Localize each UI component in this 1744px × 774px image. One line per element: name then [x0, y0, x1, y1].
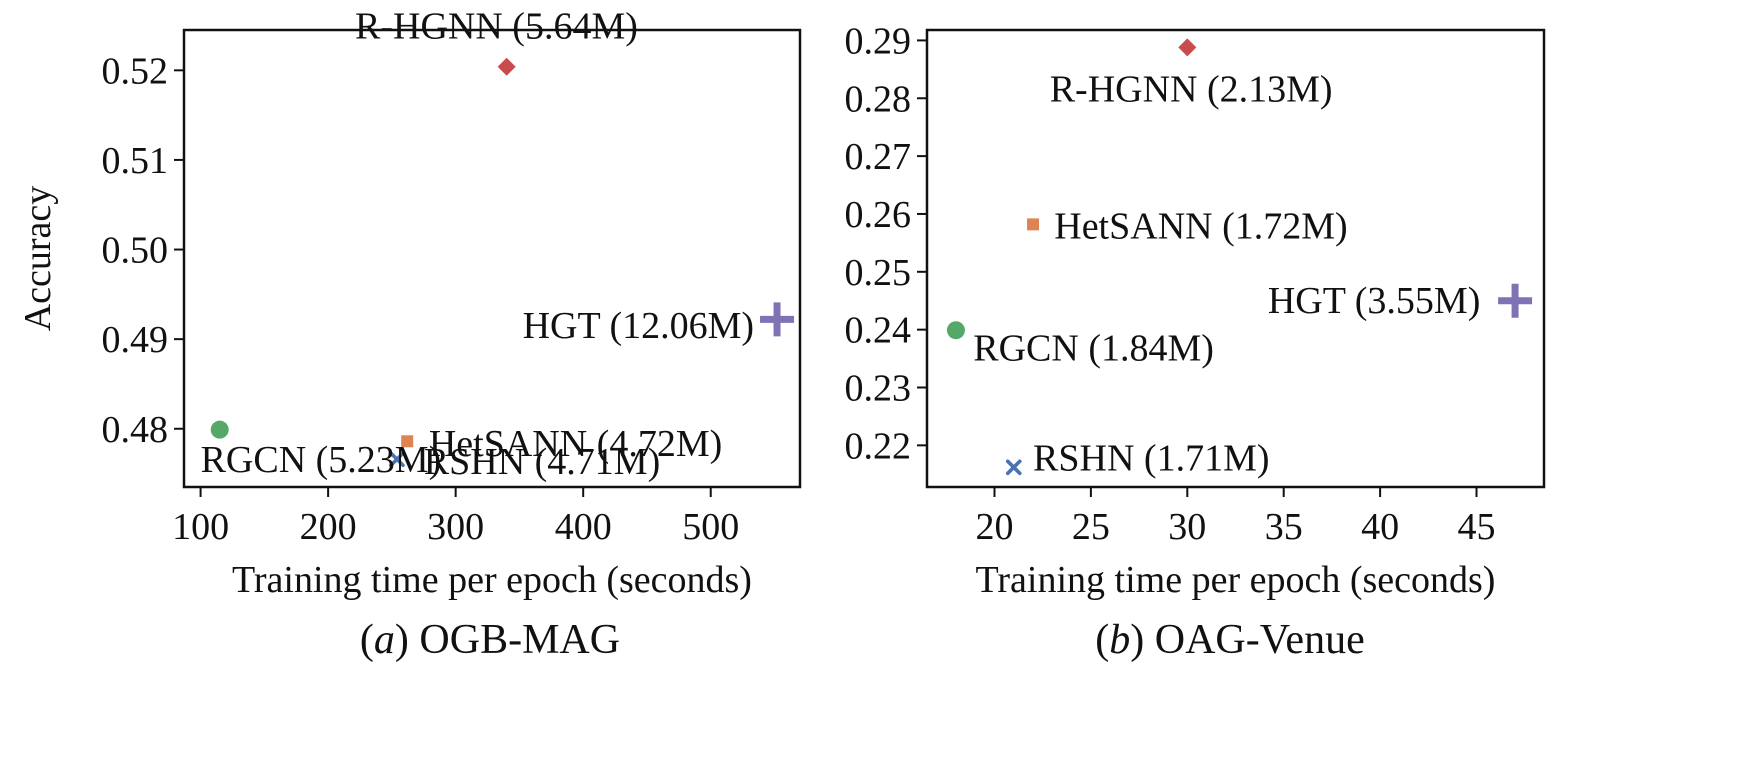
y-tick-label: 0.51 — [102, 140, 169, 182]
panel-letter: a — [374, 617, 395, 663]
point-rshn — [1005, 459, 1022, 476]
point-labels: R-HGNN (2.13M) HetSANN (1.72M) HGT (3.55M)… — [973, 68, 1480, 479]
y-tick-label: 0.27 — [845, 136, 912, 178]
x-axis: 100 200 300 400 500 — [172, 487, 739, 548]
y-tick-label: 0.22 — [845, 425, 912, 467]
point-hgt — [1498, 283, 1533, 318]
y-tick-label: 0.23 — [845, 368, 912, 410]
y-tick-label: 0.52 — [102, 50, 169, 92]
panel-b-oag-venue: 0.22 0.23 0.24 0.25 0.26 0.27 0.28 0.29 20 25 30 3… — [845, 20, 1546, 663]
plot-frame — [925, 28, 1546, 489]
x-tick-label: 25 — [1072, 506, 1110, 548]
y-axis: 0.22 0.23 0.24 0.25 0.26 0.27 0.28 0.29 — [845, 20, 927, 467]
x-tick-label: 20 — [975, 506, 1013, 548]
label-rshn: RSHN (4.71M) — [424, 441, 660, 483]
label-hgt: HGT (12.06M) — [523, 305, 755, 347]
y-tick-label: 0.24 — [845, 310, 912, 352]
panel-letter: b — [1109, 617, 1130, 663]
x-tick-label: 200 — [300, 506, 357, 548]
x-tick-label: 35 — [1265, 506, 1303, 548]
label-r-hgnn: R-HGNN (5.64M) — [355, 6, 638, 48]
label-hgt: HGT (3.55M) — [1268, 280, 1481, 322]
label-r-hgnn: R-HGNN (2.13M) — [1050, 68, 1333, 110]
label-rgcn: RGCN (1.84M) — [973, 328, 1214, 370]
panel-dataset-name: OGB-MAG — [409, 617, 620, 663]
point-r-hgnn — [497, 57, 516, 76]
label-rshn: RSHN (1.71M) — [1033, 437, 1269, 479]
panel-caption: (b) OAG-Venue — [1095, 617, 1364, 663]
point-hgt — [760, 302, 795, 337]
point-rgcn — [946, 321, 965, 340]
point-rgcn — [210, 420, 229, 439]
label-hetsann: HetSANN (4.72M) — [429, 423, 722, 465]
point-labels: R-HGNN (5.64M) HGT (12.06M) RGCN (5.23M)He… — [201, 6, 755, 483]
point-r-hgnn — [1178, 38, 1197, 57]
panel-a-ogb-mag: 0.48 0.49 0.50 0.51 0.52 100 200 300 400 500 R-H… — [17, 6, 802, 663]
label-hetsann: HetSANN (1.72M) — [1054, 206, 1347, 248]
y-tick-label: 0.48 — [102, 409, 169, 451]
x-tick-label: 500 — [682, 506, 739, 548]
x-axis-label: Training time per epoch (seconds) — [976, 559, 1496, 601]
x-tick-label: 300 — [427, 506, 484, 548]
label-rgcn: RGCN (5.23M) — [201, 439, 442, 481]
y-tick-label: 0.29 — [845, 20, 912, 62]
y-tick-label: 0.26 — [845, 194, 912, 236]
x-tick-label: 40 — [1361, 506, 1399, 548]
y-tick-label: 0.49 — [102, 319, 169, 361]
x-tick-label: 400 — [555, 506, 612, 548]
y-axis: 0.48 0.49 0.50 0.51 0.52 — [102, 50, 184, 451]
y-tick-label: 0.28 — [845, 78, 912, 120]
plot-frame — [182, 28, 802, 489]
point-hetsann — [1027, 218, 1040, 231]
point-rshn — [389, 451, 405, 468]
x-axis: 20 25 30 35 40 45 — [975, 487, 1496, 548]
x-tick-label: 45 — [1458, 506, 1496, 548]
point-hetsann — [401, 435, 414, 448]
x-axis-label: Training time per epoch (seconds) — [232, 559, 752, 601]
data-points — [210, 57, 795, 468]
panel-dataset-name: OAG-Venue — [1144, 617, 1364, 663]
y-axis-label: Accuracy — [17, 186, 59, 332]
panel-caption: (a) OGB-MAG — [360, 617, 620, 663]
y-tick-label: 0.50 — [102, 230, 169, 272]
data-points — [946, 38, 1533, 476]
y-tick-label: 0.25 — [845, 252, 912, 294]
x-tick-label: 30 — [1168, 506, 1206, 548]
x-tick-label: 100 — [172, 506, 229, 548]
